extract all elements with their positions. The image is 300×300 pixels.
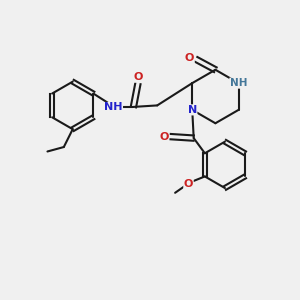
Text: O: O	[185, 53, 194, 63]
Text: NH: NH	[104, 103, 122, 112]
Text: NH: NH	[230, 78, 247, 88]
Text: O: O	[133, 72, 142, 82]
Text: O: O	[184, 179, 193, 189]
Text: N: N	[188, 105, 197, 115]
Text: O: O	[159, 132, 169, 142]
